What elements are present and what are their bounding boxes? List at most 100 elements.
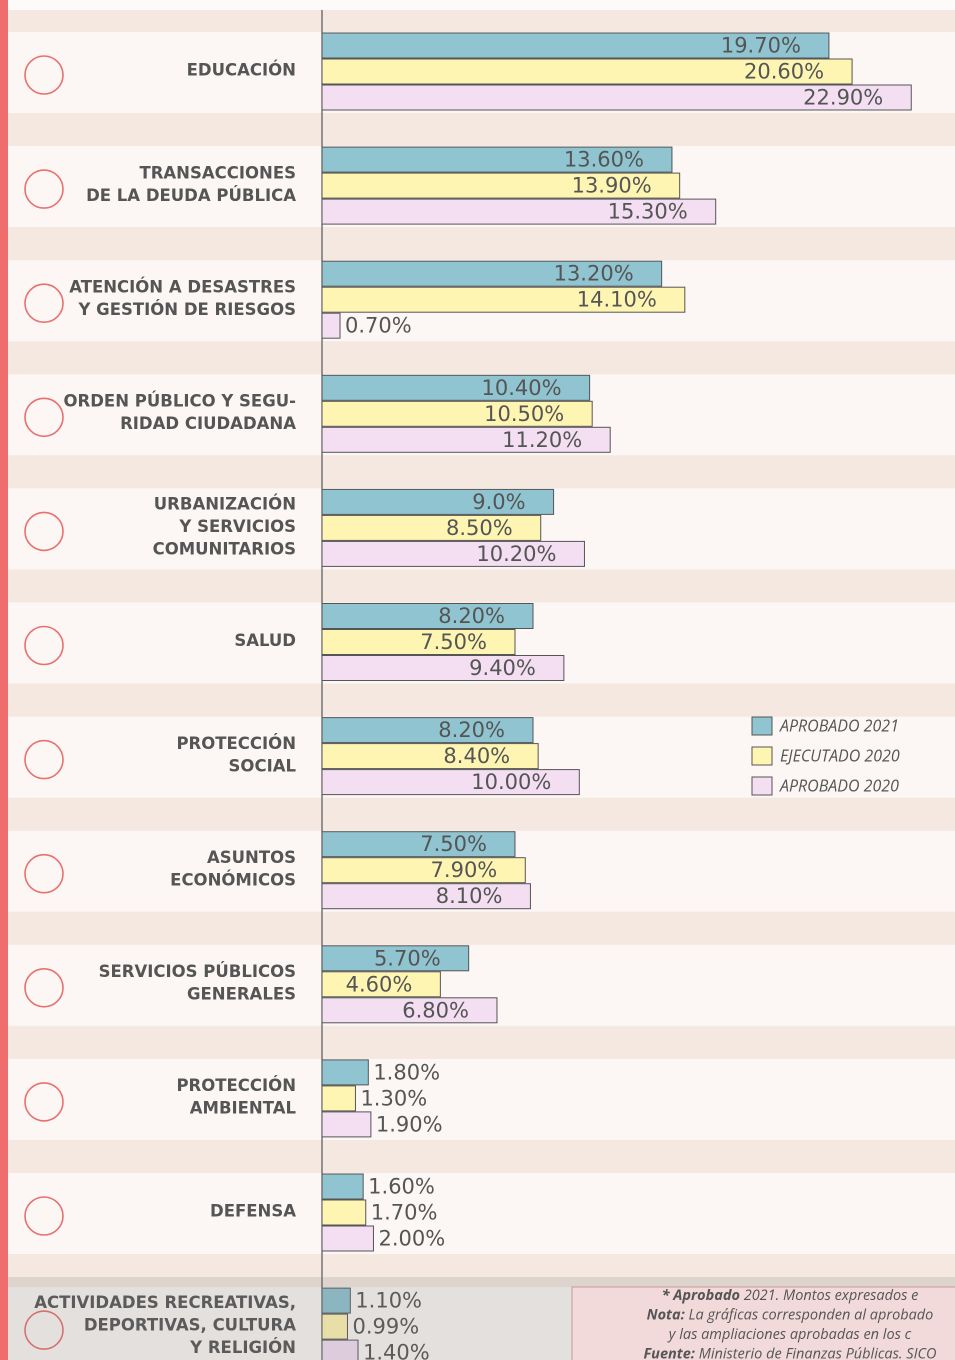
bar (321, 997, 498, 1024)
bar (321, 374, 591, 401)
value-label: 11.20% (502, 428, 582, 452)
bar (321, 198, 717, 225)
value-label: 1.60% (368, 1175, 435, 1199)
note-box (571, 1286, 955, 1360)
value-label: 13.60% (564, 148, 644, 172)
value-label: 9.0% (472, 490, 525, 514)
category-label: EDUCACIÓN (187, 61, 296, 80)
legend-swatch (751, 776, 773, 796)
value-label: 7.90% (431, 858, 498, 882)
value-label: 8.40% (443, 744, 510, 768)
value-label: 8.10% (436, 884, 503, 908)
value-label: 9.40% (469, 656, 536, 680)
bar (321, 1059, 369, 1086)
value-label: 22.90% (803, 86, 883, 110)
category-label: URBANIZACIÓN (154, 494, 296, 513)
bar (321, 286, 686, 313)
value-label: 1.40% (363, 1341, 430, 1360)
bar (321, 857, 526, 884)
category-icon (24, 283, 64, 324)
bar (321, 1173, 364, 1200)
category-icon (24, 1196, 64, 1236)
category-icon (24, 511, 64, 552)
category-label: ATENCIÓN A DESASTRES (69, 277, 296, 296)
note-text: La gráficas corresponden al aprobado (685, 1305, 934, 1324)
bar (321, 400, 593, 427)
category-icon (24, 55, 64, 95)
note-line: * Aprobado 2021. Montos expresados e (662, 1286, 919, 1305)
value-label: 2.00% (378, 1227, 445, 1251)
bar (321, 514, 542, 541)
value-label: 1.70% (371, 1201, 438, 1225)
category-label: SOCIAL (229, 756, 297, 775)
note-bold: * Aprobado (662, 1286, 740, 1305)
bar (321, 1339, 359, 1360)
bar (321, 883, 531, 910)
value-label: 1.30% (360, 1086, 427, 1110)
value-label: 5.70% (374, 946, 441, 970)
bar (321, 945, 470, 972)
category-label: Y RELIGIÓN (189, 1338, 296, 1357)
category-label: DE LA DEUDA PÚBLICA (86, 186, 296, 205)
bar (321, 540, 585, 567)
category-label: AMBIENTAL (190, 1099, 297, 1118)
bar (321, 743, 539, 770)
bar (321, 146, 673, 173)
category-label: PROTECCIÓN (176, 1076, 296, 1095)
legend-swatch (751, 716, 773, 736)
bar (321, 172, 681, 199)
bar (321, 1199, 367, 1226)
category-label: TRANSACCIONES (139, 163, 296, 182)
bar (321, 58, 853, 85)
value-label: 20.60% (744, 60, 824, 84)
category-label: Y GESTIÓN DE RIESGOS (77, 300, 296, 319)
category-icon (24, 169, 64, 209)
category-label: SERVICIOS PÚBLICOS (99, 962, 296, 981)
bar (321, 1287, 351, 1314)
category-label: PROTECCIÓN (176, 734, 296, 753)
note-text: y las ampliaciones aprobadas en los c (667, 1325, 912, 1344)
bar (321, 831, 516, 858)
legend-swatch (751, 746, 773, 766)
note-text: Ministerio de Finanzas Públicas. SICO (695, 1344, 937, 1360)
category-label: COMUNITARIOS (153, 539, 296, 558)
legend-label: EJECUTADO 2020 (780, 744, 900, 766)
value-label: 8.50% (446, 516, 513, 540)
value-label: 1.90% (376, 1112, 443, 1136)
bar (321, 84, 912, 111)
bar (321, 1225, 374, 1252)
value-label: 13.90% (572, 174, 652, 198)
top-band (0, 0, 955, 10)
value-label: 10.00% (471, 770, 551, 794)
side-stripe (0, 0, 8, 1360)
category-icon (24, 853, 64, 894)
category-label: GENERALES (187, 985, 296, 1004)
value-label: 10.40% (482, 376, 562, 400)
value-label: 8.20% (438, 604, 505, 628)
category-label: ASUNTOS (207, 848, 296, 867)
value-label: 1.80% (373, 1060, 440, 1084)
category-label: DEFENSA (210, 1202, 296, 1221)
value-label: 13.20% (554, 262, 634, 286)
value-label: 0.99% (352, 1315, 419, 1339)
value-label: 6.80% (402, 998, 469, 1022)
note-line: Fuente: Ministerio de Finanzas Públicas.… (643, 1344, 936, 1360)
bar (321, 32, 830, 59)
category-label: ORDEN PÚBLICO Y SEGU- (64, 392, 297, 411)
category-icon (24, 625, 64, 666)
legend-label: APROBADO 2020 (779, 774, 899, 796)
category-label: ECONÓMICOS (170, 870, 296, 889)
note-bold: Nota: (647, 1305, 685, 1324)
category-label: SALUD (234, 631, 296, 650)
value-label: 8.20% (438, 718, 505, 742)
bar (321, 629, 516, 655)
value-label: 10.20% (476, 542, 556, 566)
note-text: 2021. Montos expresados e (740, 1286, 918, 1305)
category-label: RIDAD CIUDADANA (120, 414, 296, 433)
bar (321, 1111, 372, 1138)
value-label: 15.30% (608, 200, 688, 224)
value-label: 1.10% (355, 1289, 422, 1313)
note-line: y las ampliaciones aprobadas en los c (667, 1325, 912, 1344)
category-label: DEPORTIVAS, CULTURA (84, 1316, 296, 1335)
